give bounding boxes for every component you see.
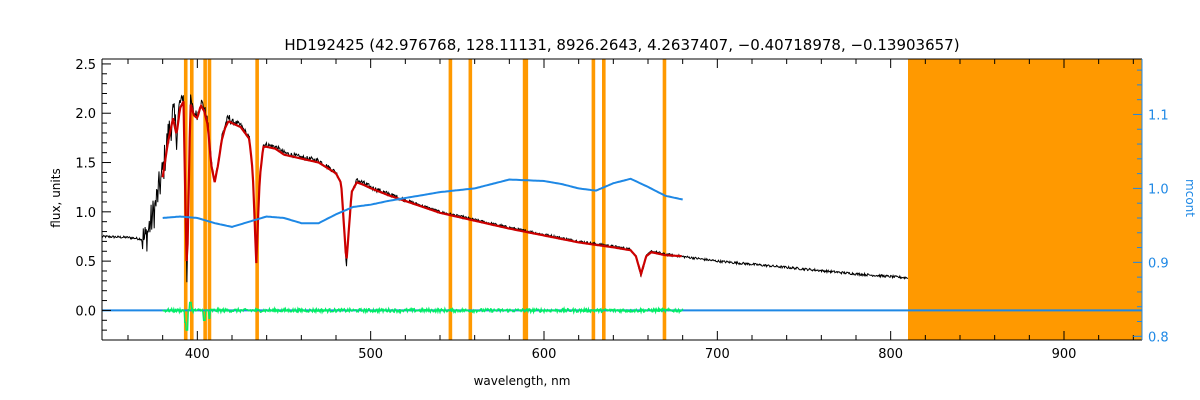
masked-line [662,59,667,340]
x-tick-label: 900 [1052,347,1077,362]
y2-tick-label: 1.1 [1148,108,1169,123]
y2-axis-label: mcont [1183,179,1197,217]
x-tick-label: 400 [185,347,210,362]
masked-line [448,59,453,340]
observed-spectrum [102,94,909,283]
masked-line [591,59,596,340]
x-tick-label: 700 [705,347,730,362]
y-tick-label: 0.0 [75,304,96,319]
masked-line [203,59,207,340]
x-tick-label: 600 [532,347,557,362]
y2-tick-label: 0.8 [1148,330,1169,345]
chart-title: HD192425 (42.976768, 128.11131, 8926.264… [284,36,959,54]
y-tick-label: 2.5 [75,58,96,73]
model-fit [161,100,682,278]
masked-line [189,59,194,340]
masked-band [908,59,1142,340]
masked-line [207,59,212,340]
masked-line [524,59,529,340]
mcont-curve [162,177,683,228]
masked-line [255,59,259,340]
x-axis-label: wavelength, nm [474,374,571,388]
residual-curve [162,301,684,331]
plot-area [102,59,1142,340]
y2-tick-label: 0.9 [1148,256,1169,271]
x-tick-label: 800 [878,347,903,362]
axes: 400 500 600 700 800 900 0.0 0.5 1.0 1.5 2.0 2.5 0.8 0… [75,58,1168,362]
y-tick-label: 1.0 [75,206,96,221]
y-tick-label: 0.5 [75,255,96,270]
masked-line [468,59,473,340]
y2-tick-label: 1.0 [1148,182,1169,197]
y-tick-label: 2.0 [75,107,96,122]
y-axis-label: flux, units [49,168,63,227]
x-tick-label: 500 [358,347,383,362]
y-tick-label: 1.5 [75,157,96,172]
masked-line [602,59,606,340]
